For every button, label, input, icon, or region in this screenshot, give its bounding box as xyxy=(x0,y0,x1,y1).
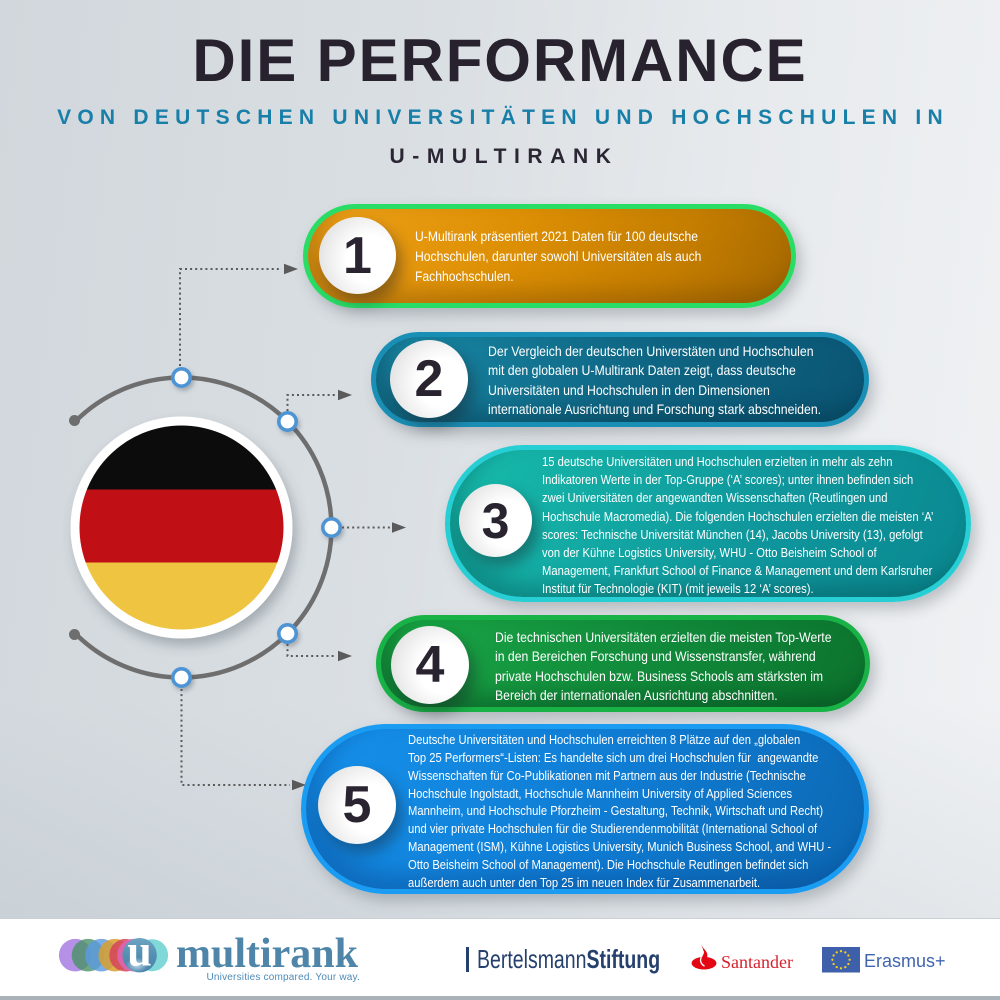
svg-text:u: u xyxy=(127,930,151,976)
